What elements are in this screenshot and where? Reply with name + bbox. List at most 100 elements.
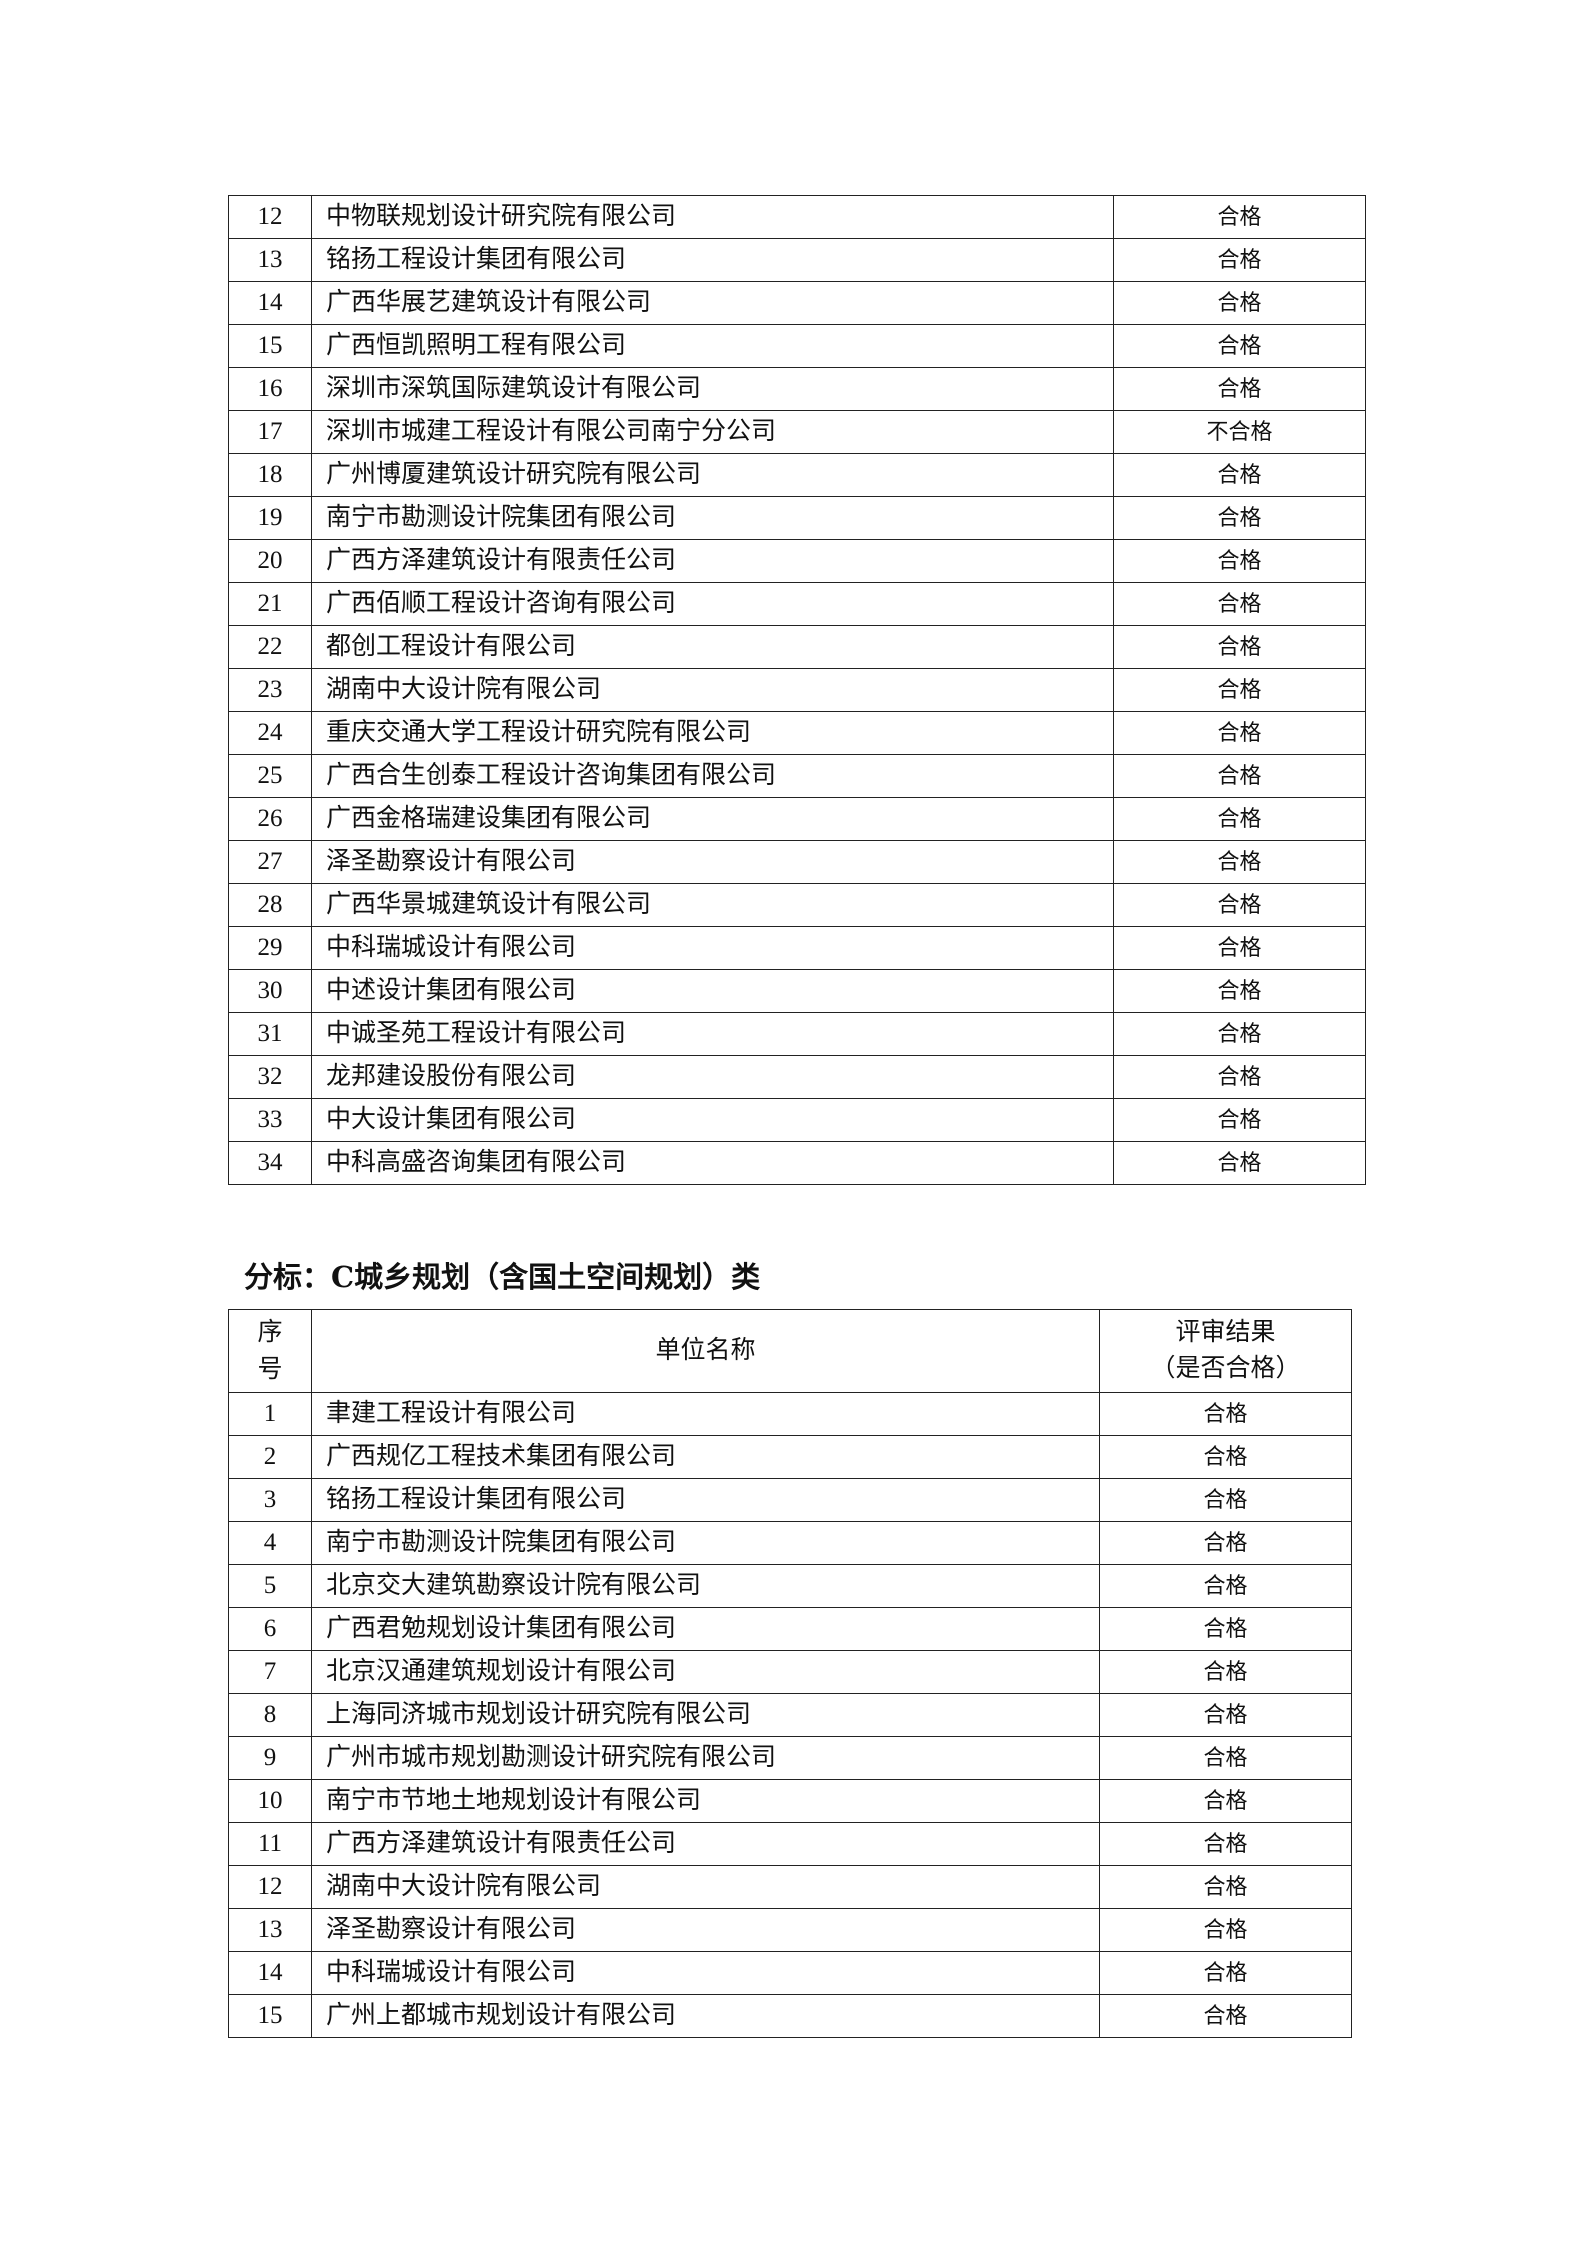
company-name: 南宁市勘测设计院集团有限公司 [311, 1521, 1100, 1565]
company-name: 泽圣勘察设计有限公司 [311, 840, 1114, 884]
review-result: 合格 [1099, 1865, 1352, 1909]
table-row: 11 广西方泽建筑设计有限责任公司 合格 [228, 1822, 1352, 1866]
row-number: 17 [228, 410, 312, 454]
table-row: 30 中述设计集团有限公司 合格 [228, 969, 1366, 1013]
review-result: 合格 [1113, 539, 1366, 583]
review-result: 合格 [1113, 496, 1366, 540]
table-row: 25 广西合生创泰工程设计咨询集团有限公司 合格 [228, 754, 1366, 798]
review-result: 合格 [1113, 1098, 1366, 1142]
company-name: 广西佰顺工程设计咨询有限公司 [311, 582, 1114, 626]
table-row: 29 中科瑞城设计有限公司 合格 [228, 926, 1366, 970]
row-number: 25 [228, 754, 312, 798]
table-row: 16 深圳市深筑国际建筑设计有限公司 合格 [228, 367, 1366, 411]
company-name: 中科瑞城设计有限公司 [311, 926, 1114, 970]
table-row: 31 中诚圣苑工程设计有限公司 合格 [228, 1012, 1366, 1056]
company-name: 龙邦建设股份有限公司 [311, 1055, 1114, 1099]
review-result: 合格 [1113, 1012, 1366, 1056]
review-result: 合格 [1099, 1693, 1352, 1737]
company-name: 南宁市勘测设计院集团有限公司 [311, 496, 1114, 540]
table-row: 18 广州博厦建筑设计研究院有限公司 合格 [228, 453, 1366, 497]
results-table-c: 序号 单位名称 评审结果 （是否合格） 1 聿建工程设计有限公司合格 2 广西规亿工程技… [228, 1309, 1352, 2038]
row-number: 21 [228, 582, 312, 626]
company-name: 广西规亿工程技术集团有限公司 [311, 1435, 1100, 1479]
review-result: 合格 [1113, 668, 1366, 712]
table-row: 17 深圳市城建工程设计有限公司南宁分公司 不合格 [228, 410, 1366, 454]
header-name: 单位名称 [311, 1309, 1100, 1393]
review-result: 合格 [1113, 281, 1366, 325]
row-number: 2 [228, 1435, 312, 1479]
review-result: 合格 [1113, 582, 1366, 626]
section-title: 分标：C城乡规划（含国土空间规划）类 [244, 1260, 761, 1294]
table-row: 32 龙邦建设股份有限公司 合格 [228, 1055, 1366, 1099]
company-name: 聿建工程设计有限公司 [311, 1392, 1100, 1436]
company-name: 广西方泽建筑设计有限责任公司 [311, 539, 1114, 583]
review-result: 合格 [1113, 883, 1366, 927]
table-row: 3 铭扬工程设计集团有限公司 合格 [228, 1478, 1352, 1522]
table-row: 24 重庆交通大学工程设计研究院有限公司 合格 [228, 711, 1366, 755]
review-result: 合格 [1113, 625, 1366, 669]
table-row: 23 湖南中大设计院有限公司 合格 [228, 668, 1366, 712]
table-row: 9 广州市城市规划勘测设计研究院有限公司 合格 [228, 1736, 1352, 1780]
table-row: 26 广西金格瑞建设集团有限公司 合格 [228, 797, 1366, 841]
table-row: 6 广西君勉规划设计集团有限公司 合格 [228, 1607, 1352, 1651]
review-result: 合格 [1113, 1055, 1366, 1099]
review-result: 合格 [1099, 1607, 1352, 1651]
row-number: 1 [228, 1392, 312, 1436]
table-row: 33 中大设计集团有限公司 合格 [228, 1098, 1366, 1142]
row-number: 20 [228, 539, 312, 583]
table-row: 21 广西佰顺工程设计咨询有限公司 合格 [228, 582, 1366, 626]
review-result: 合格 [1099, 1521, 1352, 1565]
company-name: 上海同济城市规划设计研究院有限公司 [311, 1693, 1100, 1737]
row-number: 14 [228, 281, 312, 325]
results-table-continued: 12 中物联规划设计研究院有限公司 合格 13 铭扬工程设计集团有限公司 合格 14 广西华展… [228, 195, 1366, 1185]
review-result: 合格 [1099, 1478, 1352, 1522]
review-result: 合格 [1099, 1822, 1352, 1866]
row-number: 32 [228, 1055, 312, 1099]
table-row: 14 中科瑞城设计有限公司 合格 [228, 1951, 1352, 1995]
header-result: 评审结果 （是否合格） [1099, 1309, 1352, 1393]
row-number: 19 [228, 496, 312, 540]
company-name: 广西恒凯照明工程有限公司 [311, 324, 1114, 368]
company-name: 广州市城市规划勘测设计研究院有限公司 [311, 1736, 1100, 1780]
company-name: 广西方泽建筑设计有限责任公司 [311, 1822, 1100, 1866]
company-name: 重庆交通大学工程设计研究院有限公司 [311, 711, 1114, 755]
row-number: 5 [228, 1564, 312, 1608]
review-result: 合格 [1099, 1779, 1352, 1823]
company-name: 中诚圣苑工程设计有限公司 [311, 1012, 1114, 1056]
table-row: 13 泽圣勘察设计有限公司 合格 [228, 1908, 1352, 1952]
company-name: 广州上都城市规划设计有限公司 [311, 1994, 1100, 2038]
review-result: 不合格 [1113, 410, 1366, 454]
table-row: 12 中物联规划设计研究院有限公司 合格 [228, 195, 1366, 239]
row-number: 13 [228, 1908, 312, 1952]
row-number: 13 [228, 238, 312, 282]
row-number: 15 [228, 324, 312, 368]
row-number: 31 [228, 1012, 312, 1056]
row-number: 29 [228, 926, 312, 970]
review-result: 合格 [1099, 1564, 1352, 1608]
company-name: 湖南中大设计院有限公司 [311, 668, 1114, 712]
company-name: 中科瑞城设计有限公司 [311, 1951, 1100, 1995]
table-row: 8 上海同济城市规划设计研究院有限公司 合格 [228, 1693, 1352, 1737]
company-name: 广西华展艺建筑设计有限公司 [311, 281, 1114, 325]
review-result: 合格 [1113, 238, 1366, 282]
table-row: 22 都创工程设计有限公司 合格 [228, 625, 1366, 669]
table-row: 34 中科高盛咨询集团有限公司 合格 [228, 1141, 1366, 1185]
review-result: 合格 [1099, 1908, 1352, 1952]
row-number: 22 [228, 625, 312, 669]
row-number: 12 [228, 1865, 312, 1909]
row-number: 16 [228, 367, 312, 411]
company-name: 南宁市节地土地规划设计有限公司 [311, 1779, 1100, 1823]
row-number: 27 [228, 840, 312, 884]
company-name: 中大设计集团有限公司 [311, 1098, 1114, 1142]
row-number: 34 [228, 1141, 312, 1185]
table-row: 4 南宁市勘测设计院集团有限公司 合格 [228, 1521, 1352, 1565]
row-number: 12 [228, 195, 312, 239]
review-result: 合格 [1099, 1951, 1352, 1995]
review-result: 合格 [1113, 797, 1366, 841]
row-number: 28 [228, 883, 312, 927]
table-header-row: 序号 单位名称 评审结果 （是否合格） [228, 1309, 1352, 1393]
table-row: 20 广西方泽建筑设计有限责任公司 合格 [228, 539, 1366, 583]
review-result: 合格 [1113, 367, 1366, 411]
table-row: 5 北京交大建筑勘察设计院有限公司 合格 [228, 1564, 1352, 1608]
table-row: 14 广西华展艺建筑设计有限公司 合格 [228, 281, 1366, 325]
